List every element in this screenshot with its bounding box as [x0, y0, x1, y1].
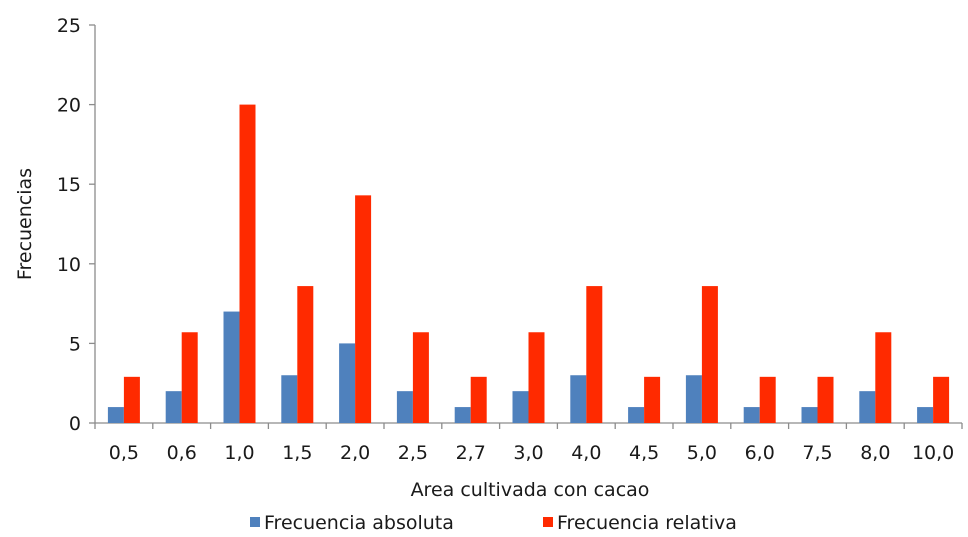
x-tick-label: 5,0	[687, 442, 717, 464]
x-tick-label: 2,5	[398, 442, 428, 464]
bar-frecuencia-absoluta	[685, 375, 702, 423]
y-axis: 0 5 10 15 20 25	[57, 15, 96, 435]
x-tick-label: 3,0	[513, 442, 543, 464]
bar-frecuencia-relativa	[239, 104, 256, 423]
bar-frecuencia-relativa	[875, 332, 892, 423]
bar-frecuencia-relativa	[355, 195, 372, 423]
y-tick-label: 15	[57, 174, 81, 196]
legend-label: Frecuencia relativa	[557, 512, 737, 534]
x-axis: 0,5 0,6 1,0 1,5 2,0 2,5 2,7 3,0 4,0 4,5 5,0 6,0 7,5 8…	[94, 422, 963, 464]
y-tick-label: 25	[57, 15, 81, 37]
legend: Frecuencia absoluta Frecuencia relativa	[250, 512, 737, 534]
x-tick-label: 7,5	[802, 442, 832, 464]
x-tick-label: 4,5	[629, 442, 659, 464]
x-tick-label: 6,0	[745, 442, 775, 464]
bar-frecuencia-absoluta	[165, 391, 182, 423]
x-axis-title: Area cultivada con cacao	[411, 479, 650, 501]
bar-frecuencia-relativa	[644, 376, 661, 423]
bar-frecuencia-relativa	[817, 376, 834, 423]
bar-frecuencia-absoluta	[396, 391, 413, 423]
bar-frecuencia-absoluta	[859, 391, 876, 423]
bar-frecuencia-relativa	[933, 376, 950, 423]
y-tick-label: 5	[69, 333, 81, 355]
x-tick-label: 2,0	[340, 442, 370, 464]
bar-frecuencia-absoluta	[512, 391, 529, 423]
bar-frecuencia-relativa	[759, 376, 776, 423]
bar-frecuencia-absoluta	[281, 375, 298, 423]
x-tick-label: 8,0	[860, 442, 890, 464]
legend-swatch	[543, 517, 553, 527]
x-tick-label: 10,0	[912, 442, 954, 464]
x-tick-label: 1,5	[282, 442, 312, 464]
x-tick-label: 0,6	[167, 442, 197, 464]
bar-frecuencia-relativa	[181, 332, 198, 423]
bar-frecuencia-absoluta	[801, 407, 818, 423]
x-tick-label: 4,0	[571, 442, 601, 464]
legend-label: Frecuencia absoluta	[264, 512, 454, 534]
x-tick-label: 2,7	[456, 442, 486, 464]
y-tick-label: 0	[69, 413, 81, 435]
bar-frecuencia-relativa	[297, 286, 314, 423]
bars	[107, 104, 950, 423]
legend-swatch	[250, 517, 260, 527]
bar-frecuencia-absoluta	[107, 407, 124, 423]
bar-frecuencia-relativa	[412, 332, 429, 423]
bar-frecuencia-absoluta	[743, 407, 760, 423]
y-axis-title: Frecuencias	[14, 168, 36, 280]
bar-frecuencia-relativa	[701, 286, 718, 423]
x-tick-label: 0,5	[109, 442, 139, 464]
bar-frecuencia-relativa	[586, 286, 603, 423]
bar-frecuencia-relativa	[123, 376, 140, 423]
bar-frecuencia-absoluta	[917, 407, 934, 423]
bar-frecuencia-relativa	[470, 376, 487, 423]
bar-frecuencia-absoluta	[570, 375, 587, 423]
bar-frecuencia-absoluta	[339, 343, 356, 423]
bar-frecuencia-absoluta	[628, 407, 645, 423]
y-tick-label: 10	[57, 254, 81, 276]
bar-frecuencia-absoluta	[454, 407, 471, 423]
bar-frecuencia-absoluta	[223, 311, 240, 423]
y-tick-label: 20	[57, 95, 81, 117]
bar-frecuencia-relativa	[528, 332, 545, 423]
x-tick-label: 1,0	[224, 442, 254, 464]
